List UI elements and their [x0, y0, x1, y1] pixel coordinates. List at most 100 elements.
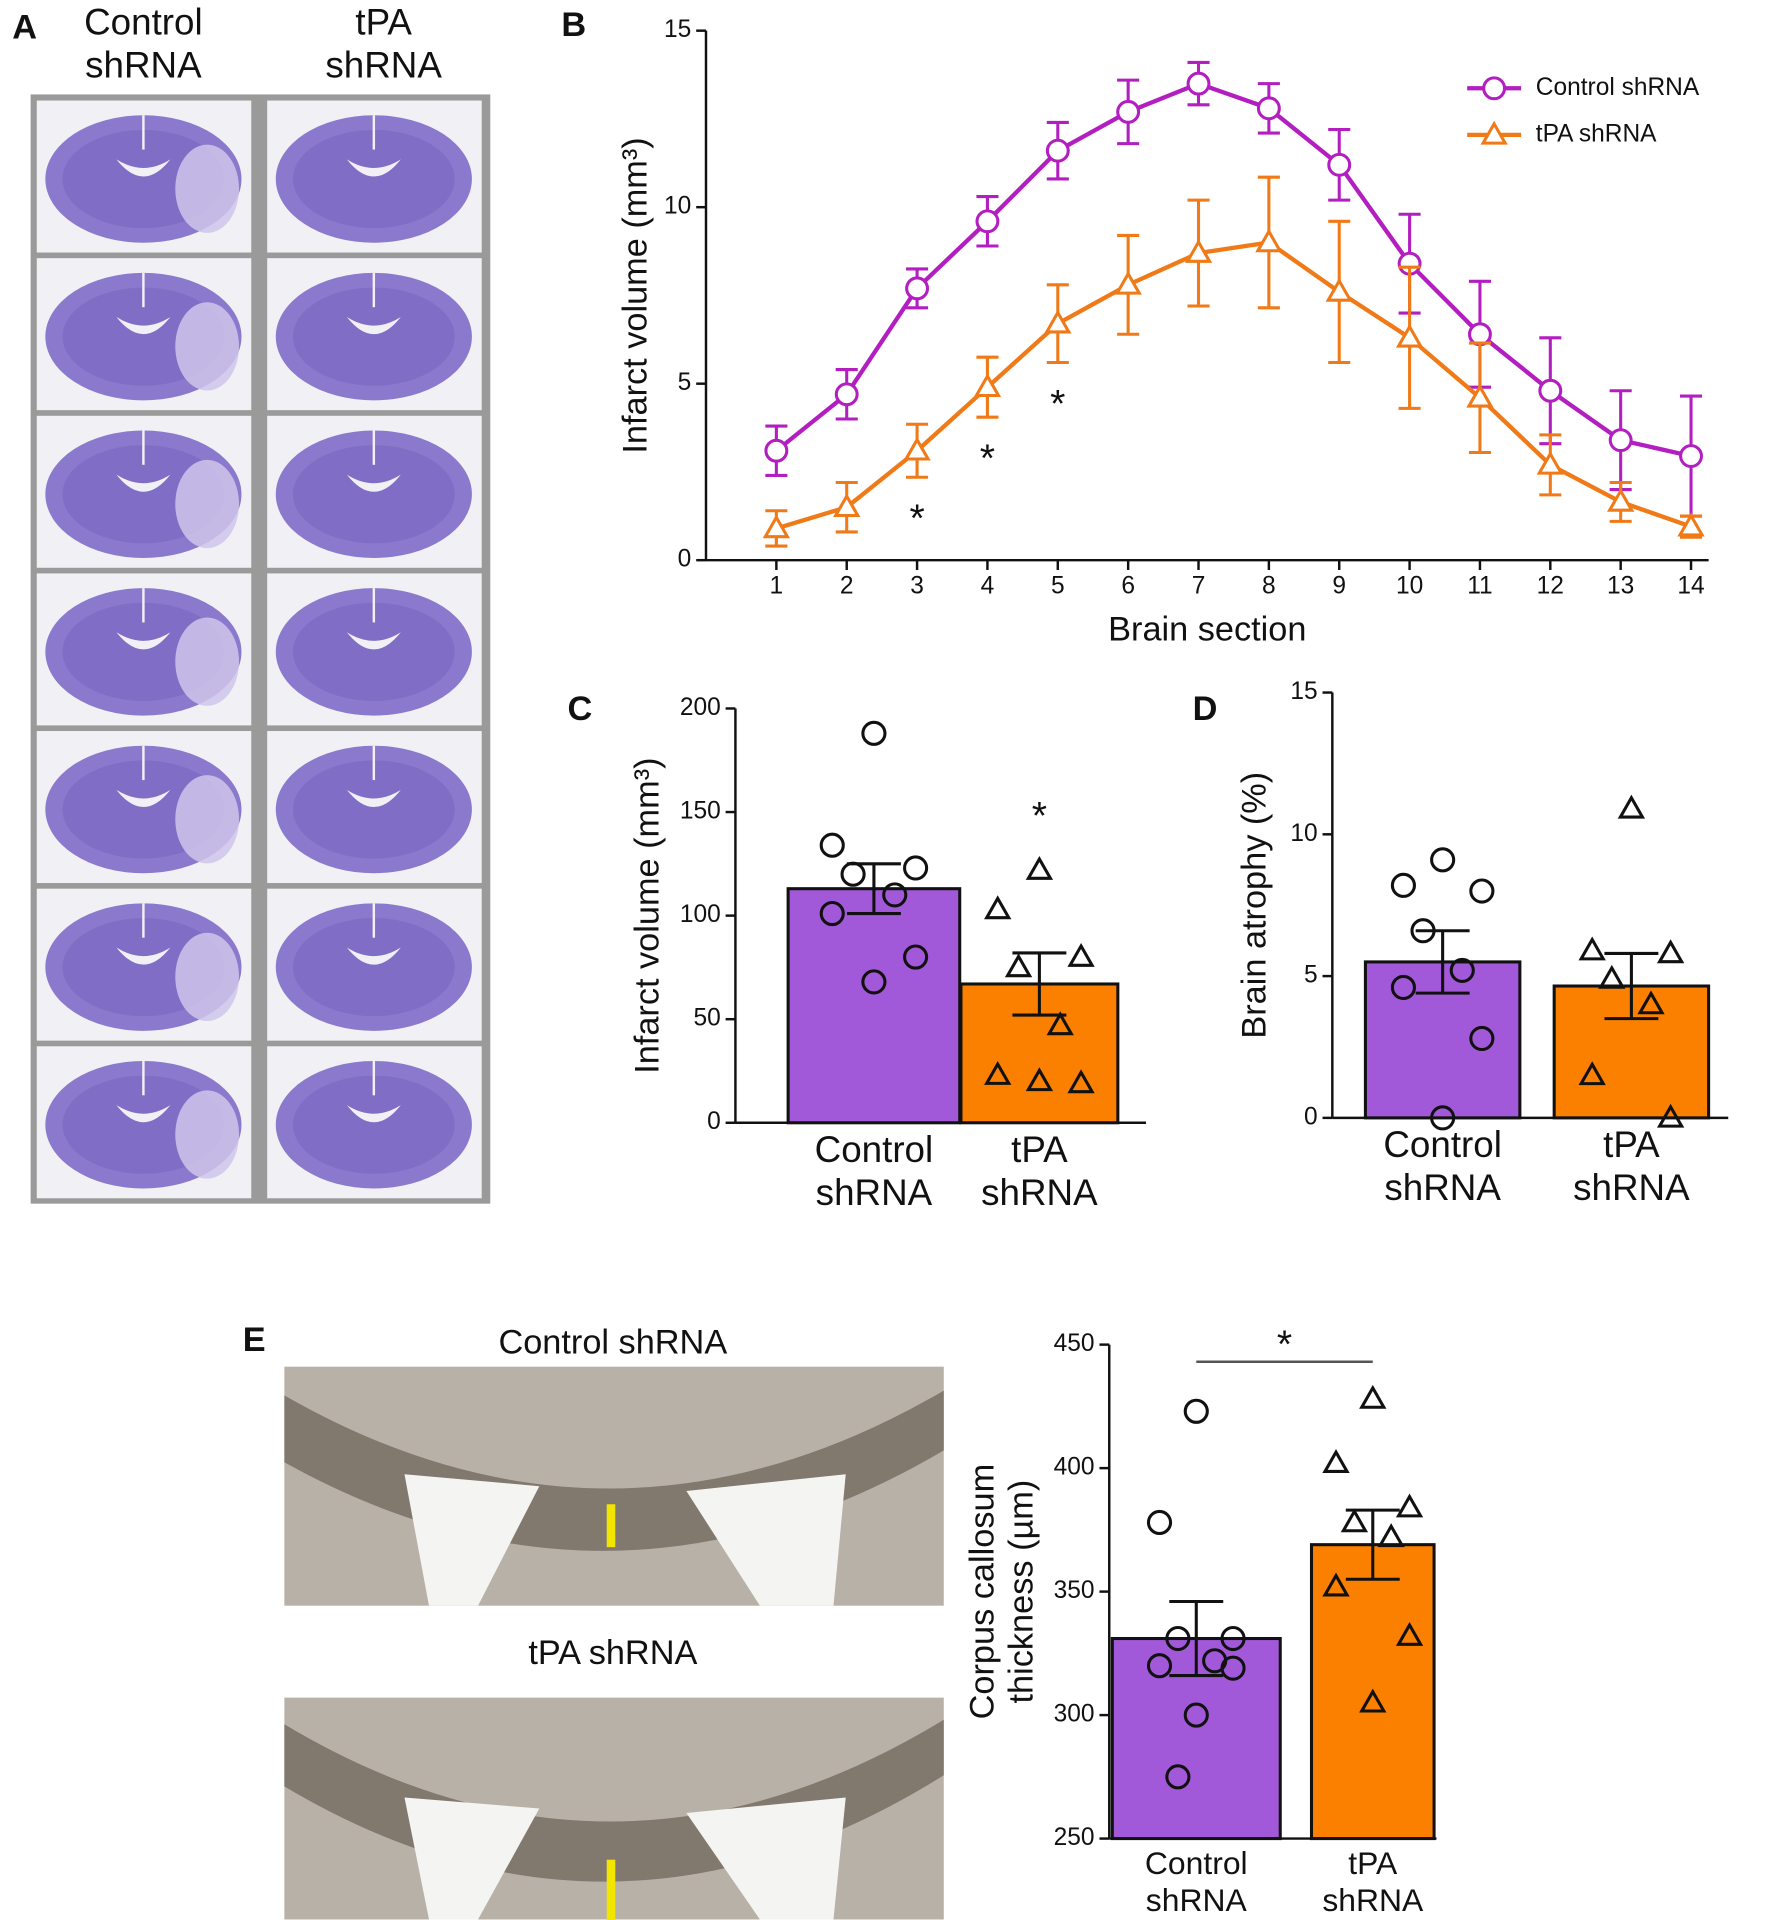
- point: [1046, 1011, 1074, 1036]
- point: [1578, 1061, 1606, 1086]
- point: [1255, 228, 1283, 253]
- x-tick-label: 7: [1192, 573, 1206, 600]
- point: [1322, 1449, 1350, 1473]
- point: [1186, 71, 1211, 96]
- y-tick-label: 15: [1290, 678, 1317, 705]
- y-axis-label: Corpus callosum thickness (µm): [962, 1463, 1040, 1720]
- point: [903, 436, 931, 461]
- point: [1025, 1067, 1054, 1092]
- x-tick-label-box: tPA shRNA: [1573, 1125, 1690, 1208]
- ventricle: [346, 789, 401, 808]
- y-tick-label: 15: [664, 16, 691, 43]
- point: [1637, 990, 1665, 1015]
- infarct: [175, 1090, 240, 1179]
- y-tick-label: 100: [680, 901, 721, 928]
- x-tick-label: 8: [1262, 573, 1276, 600]
- point: [1395, 1493, 1424, 1518]
- column-header: Control shRNA: [84, 2, 203, 86]
- panel-label: E: [243, 1321, 266, 1359]
- image-label: tPA shRNA: [528, 1634, 697, 1672]
- series-line: [775, 81, 1692, 459]
- y-tick-label: 350: [1054, 1577, 1095, 1604]
- point: [1067, 942, 1095, 967]
- y-axis-label: Infarct volume (mm³): [629, 757, 667, 1073]
- x-tick-label-box: Control shRNA: [1144, 1845, 1248, 1919]
- y-axis-label: Infarct volume (mm³): [616, 137, 654, 453]
- thickness-marker: [606, 1859, 616, 1920]
- y-tick-label: 200: [680, 694, 721, 721]
- point: [905, 276, 930, 301]
- point: [819, 900, 845, 927]
- point: [1608, 428, 1633, 453]
- panel-label: A: [12, 9, 37, 47]
- ventricle: [346, 1105, 401, 1123]
- point: [1322, 1572, 1350, 1597]
- point: [1025, 855, 1054, 880]
- point: [1116, 99, 1141, 124]
- y-tick-label: 250: [1054, 1824, 1095, 1851]
- point: [984, 1061, 1012, 1085]
- y-tick-label: 5: [678, 369, 692, 396]
- brain-cortex: [292, 287, 455, 386]
- ventricle: [116, 632, 171, 650]
- point: [1325, 277, 1353, 302]
- infarct: [175, 617, 240, 706]
- legend-label: tPA shRNA: [1536, 120, 1657, 147]
- point: [1044, 309, 1072, 334]
- x-tick-label-box: tPA shRNA: [981, 1130, 1098, 1213]
- legend-marker: [1480, 120, 1508, 145]
- point: [1377, 1523, 1405, 1548]
- brain-cortex: [292, 1075, 455, 1174]
- y-tick-label: 150: [680, 798, 721, 825]
- ventricle-right: [686, 1474, 846, 1606]
- point: [1183, 1398, 1209, 1424]
- image-label: Control shRNA: [498, 1324, 727, 1362]
- x-tick-label: tPA shRNA: [981, 1130, 1098, 1213]
- point: [861, 720, 887, 746]
- point: [1114, 270, 1142, 295]
- infarct: [175, 302, 240, 391]
- point: [764, 438, 789, 463]
- point: [1536, 450, 1564, 475]
- x-tick-label: tPA shRNA: [1573, 1125, 1690, 1208]
- error-bar: [1604, 951, 1659, 1021]
- point: [1538, 378, 1563, 403]
- point: [903, 855, 929, 881]
- point: [1390, 974, 1416, 1001]
- panel-label: C: [567, 690, 592, 728]
- significance-mark: *: [909, 497, 924, 541]
- point: [1390, 872, 1416, 898]
- point: [1598, 964, 1626, 989]
- ventricle-left: [404, 1474, 540, 1606]
- ventricle: [116, 947, 171, 965]
- brain-cortex: [292, 918, 455, 1017]
- point: [1469, 878, 1495, 904]
- point: [762, 514, 791, 539]
- x-tick-label: 14: [1677, 573, 1704, 600]
- point: [1617, 794, 1646, 819]
- ventricle: [116, 159, 171, 177]
- y-tick-label: 10: [664, 193, 691, 220]
- y-axis-label: Brain atrophy (%): [1235, 772, 1273, 1039]
- brain-cortex: [292, 602, 455, 701]
- y-tick-label: 400: [1054, 1454, 1095, 1481]
- x-tick-label: Control shRNA: [1144, 1845, 1248, 1919]
- point: [1430, 847, 1456, 873]
- x-tick-label: 12: [1537, 573, 1564, 600]
- point: [1449, 957, 1475, 983]
- significance-mark: *: [980, 437, 995, 481]
- x-tick-label-box: tPA shRNA: [1322, 1845, 1424, 1919]
- x-tick-label: 11: [1467, 573, 1492, 600]
- point: [1183, 1702, 1209, 1728]
- y-tick-label: 300: [1054, 1701, 1095, 1728]
- point: [973, 373, 1002, 398]
- ventricle: [346, 947, 401, 965]
- x-tick-label: tPA shRNA: [1322, 1845, 1424, 1919]
- point: [819, 832, 845, 858]
- point: [861, 969, 887, 995]
- y-tick-label: 50: [693, 1005, 720, 1032]
- infarct: [175, 932, 240, 1022]
- point: [1607, 487, 1635, 512]
